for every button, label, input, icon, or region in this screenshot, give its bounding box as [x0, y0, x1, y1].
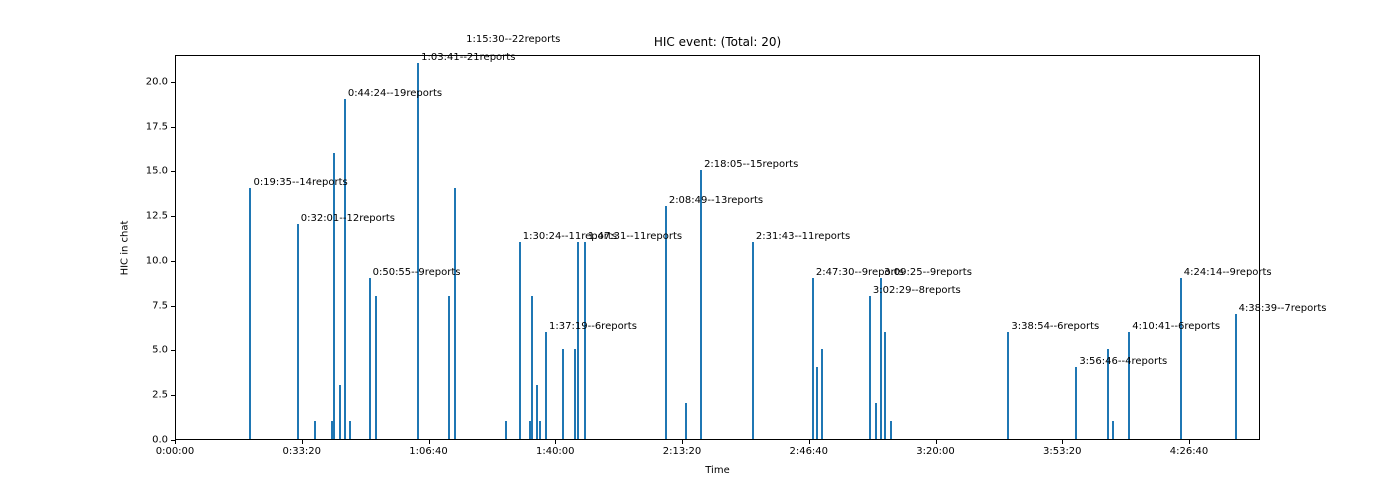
- bar: [539, 421, 541, 439]
- x-tick-label: 1:06:40: [409, 446, 448, 457]
- bar: [417, 63, 419, 439]
- bar: [333, 153, 335, 440]
- bar: [1075, 367, 1077, 439]
- bar: [369, 278, 371, 439]
- bar: [1112, 421, 1114, 439]
- x-tick-mark: [936, 440, 937, 444]
- x-tick-mark: [555, 440, 556, 444]
- x-tick-label: 3:20:00: [916, 446, 955, 457]
- y-tick-label: 5.0: [140, 345, 168, 356]
- x-tick-mark: [175, 440, 176, 444]
- bar: [314, 421, 316, 439]
- bar: [519, 242, 521, 439]
- x-tick-label: 1:40:00: [536, 446, 575, 457]
- y-tick-mark: [171, 261, 175, 262]
- y-tick-label: 0.0: [140, 435, 168, 446]
- chart-title: HIC event: (Total: 20): [654, 35, 781, 49]
- y-tick-label: 2.5: [140, 390, 168, 401]
- y-tick-label: 12.5: [140, 211, 168, 222]
- x-tick-label: 4:26:40: [1170, 446, 1209, 457]
- bar: [880, 278, 882, 439]
- y-tick-mark: [171, 216, 175, 217]
- bar: [884, 332, 886, 439]
- x-tick-label: 0:00:00: [156, 446, 195, 457]
- bar: [562, 349, 564, 439]
- bar: [869, 296, 871, 439]
- bar: [344, 99, 346, 439]
- x-tick-label: 3:53:20: [1043, 446, 1082, 457]
- bar: [531, 296, 533, 439]
- y-tick-mark: [171, 306, 175, 307]
- bar: [700, 170, 702, 439]
- y-tick-mark: [171, 127, 175, 128]
- x-tick-mark: [682, 440, 683, 444]
- x-tick-label: 0:33:20: [282, 446, 321, 457]
- x-tick-label: 2:13:20: [663, 446, 702, 457]
- y-tick-label: 20.0: [140, 76, 168, 87]
- y-tick-label: 7.5: [140, 300, 168, 311]
- bar: [454, 188, 456, 439]
- x-tick-mark: [809, 440, 810, 444]
- y-tick-label: 17.5: [140, 121, 168, 132]
- bar: [752, 242, 754, 439]
- bar: [584, 242, 586, 439]
- bar: [1107, 349, 1109, 439]
- bar: [821, 349, 823, 439]
- bar: [297, 224, 299, 439]
- bar: [875, 403, 877, 439]
- x-tick-label: 2:46:40: [789, 446, 828, 457]
- y-tick-mark: [171, 350, 175, 351]
- bar: [665, 206, 667, 439]
- bar: [816, 367, 818, 439]
- bar: [545, 332, 547, 439]
- y-tick-mark: [171, 395, 175, 396]
- bar: [505, 421, 507, 439]
- bar: [375, 296, 377, 439]
- x-axis-label: Time: [705, 465, 729, 476]
- bar: [890, 421, 892, 439]
- bar: [349, 421, 351, 439]
- bar: [448, 296, 450, 439]
- bar: [339, 385, 341, 439]
- bar: [685, 403, 687, 439]
- bar: [577, 242, 579, 439]
- bar: [249, 188, 251, 439]
- bar: [1128, 332, 1130, 439]
- x-tick-mark: [1189, 440, 1190, 444]
- x-tick-mark: [1062, 440, 1063, 444]
- bar: [812, 278, 814, 439]
- bar: [1007, 332, 1009, 439]
- y-tick-label: 15.0: [140, 166, 168, 177]
- plot-area: [175, 55, 1260, 440]
- y-tick-label: 10.0: [140, 255, 168, 266]
- y-tick-mark: [171, 171, 175, 172]
- bar-annotation: 1:15:30--22reports: [466, 34, 560, 45]
- x-tick-mark: [429, 440, 430, 444]
- x-tick-mark: [302, 440, 303, 444]
- y-tick-mark: [171, 82, 175, 83]
- bar: [1180, 278, 1182, 439]
- y-axis-label: HIC in chat: [120, 220, 131, 275]
- figure: HIC event: (Total: 20) HIC in chat Time …: [0, 0, 1400, 500]
- bar: [1235, 314, 1237, 439]
- bar: [574, 349, 576, 439]
